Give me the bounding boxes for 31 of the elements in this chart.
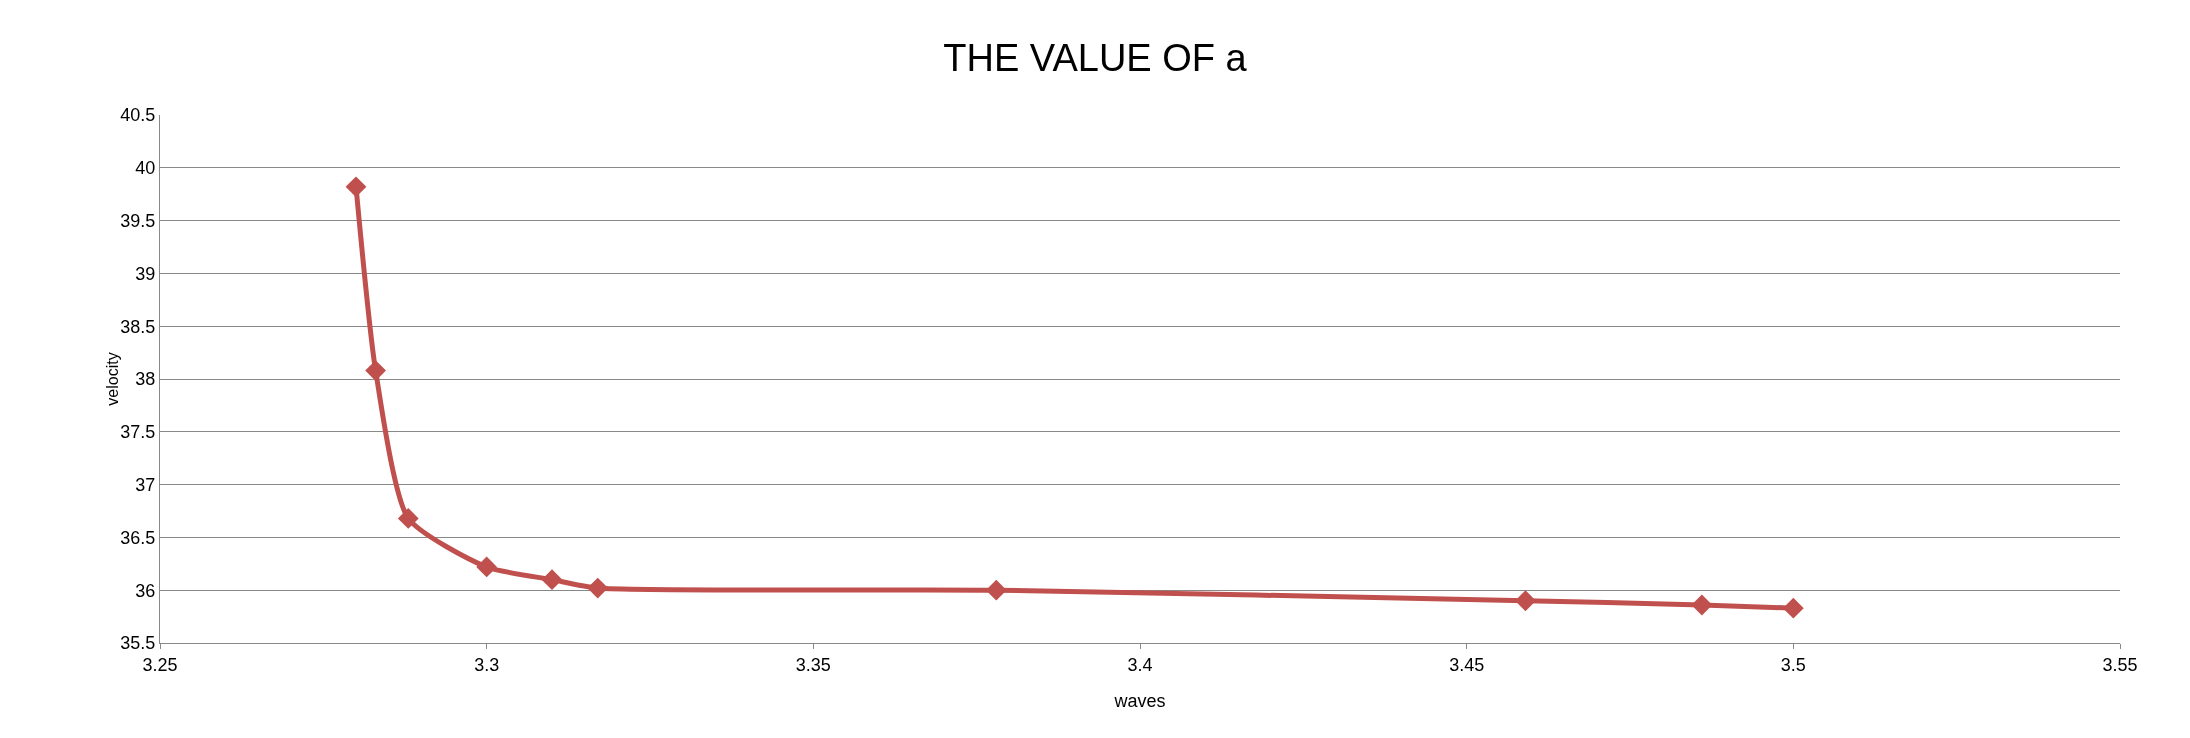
x-tick-label: 3.45 (1449, 654, 1485, 675)
y-tick-label: 35.5 (120, 633, 156, 654)
y-tick-label: 38.5 (120, 316, 156, 337)
point (587, 577, 609, 599)
chart-title: THE VALUE OF a (943, 36, 1248, 79)
point (345, 176, 367, 198)
x-axis-title: waves (1113, 691, 1166, 711)
point (476, 556, 498, 578)
y-tick-label: 40 (135, 158, 156, 179)
point (985, 579, 1007, 601)
y-tick-label: 38 (135, 369, 156, 390)
y-tick-label: 39 (135, 263, 156, 284)
y-tick-label: 36 (135, 580, 156, 601)
y-tick-label: 37.5 (120, 422, 156, 443)
y-tick-label: 36.5 (120, 527, 156, 548)
y-axis-title: velocity (104, 352, 121, 406)
point (397, 507, 419, 529)
x-tick-label: 3.25 (142, 654, 178, 675)
y-tick-label: 40.5 (120, 105, 156, 126)
point (541, 569, 563, 591)
x-tick-label: 3.3 (474, 654, 500, 675)
x-tick-label: 3.55 (2102, 654, 2138, 675)
x-tick-label: 3.4 (1127, 654, 1153, 675)
x-tick-label: 3.35 (795, 654, 831, 675)
y-tick-label: 39.5 (120, 210, 156, 231)
point (365, 360, 386, 381)
point (1782, 597, 1804, 619)
point (1691, 594, 1713, 616)
point (1515, 590, 1536, 612)
y-tick-label: 37 (135, 474, 156, 495)
x-tick-label: 3.5 (1780, 654, 1806, 675)
